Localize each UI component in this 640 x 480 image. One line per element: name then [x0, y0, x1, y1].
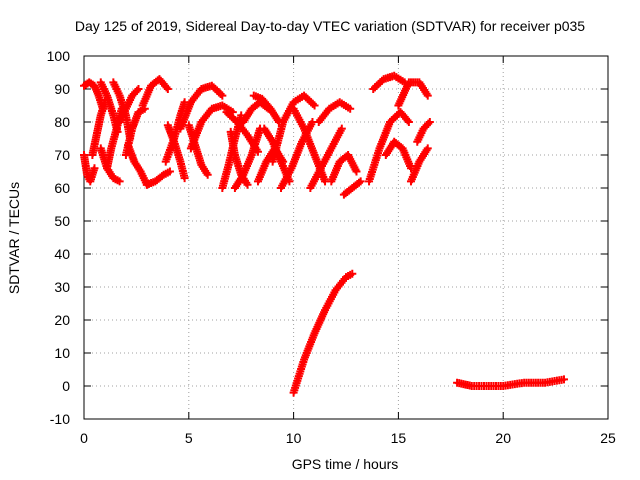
- x-tick-label: 15: [391, 430, 407, 446]
- x-tick-label: 20: [495, 430, 511, 446]
- x-axis-label: GPS time / hours: [291, 456, 399, 472]
- series-arc-h: [115, 85, 143, 126]
- y-tick-label: 80: [54, 114, 70, 130]
- series-arc-ac: [306, 124, 346, 192]
- data-point: [115, 177, 124, 186]
- series-arc-ae: [327, 151, 361, 186]
- data-point: [346, 104, 355, 113]
- series-arc-an: [453, 375, 568, 390]
- y-tick-label: 60: [54, 180, 70, 196]
- series-arc-n: [163, 121, 189, 183]
- y-tick-label: 40: [54, 246, 70, 262]
- y-tick-label: 0: [62, 378, 70, 394]
- data-point: [423, 144, 432, 153]
- data-point: [132, 86, 141, 95]
- series-arc-l: [142, 167, 174, 189]
- data-point: [253, 147, 262, 156]
- series-arc-z: [268, 91, 319, 166]
- y-tick-label: 30: [54, 279, 70, 295]
- series-arc-b: [80, 151, 99, 186]
- x-tick-label: 10: [286, 430, 302, 446]
- data-point: [203, 170, 212, 179]
- series-arc-k: [138, 75, 172, 110]
- data-point: [424, 119, 433, 128]
- data-point: [352, 167, 361, 176]
- data-point: [162, 83, 171, 92]
- y-tick-label: 100: [47, 48, 71, 64]
- x-tick-label: 25: [600, 430, 616, 446]
- data-point: [165, 167, 174, 176]
- series-arc-o: [176, 81, 227, 133]
- series-arc-w: [249, 91, 283, 126]
- chart-title: Day 125 of 2019, Sidereal Day-to-day VTE…: [74, 18, 586, 34]
- series-arc-af: [339, 177, 365, 199]
- series-arc-p: [184, 121, 212, 179]
- data-point: [425, 118, 434, 126]
- series-arc-c: [88, 98, 109, 159]
- data-point: [356, 177, 365, 186]
- data-point: [337, 124, 346, 133]
- data-point: [348, 269, 357, 278]
- series-arc-al: [413, 118, 434, 146]
- series-arc-aj: [394, 78, 432, 110]
- y-tick-label: 70: [54, 147, 70, 163]
- data-point: [403, 116, 412, 125]
- x-tick-label: 5: [185, 430, 193, 446]
- series-arc-ak: [406, 144, 432, 186]
- series-arc-ag: [365, 108, 413, 186]
- data-point: [218, 91, 227, 100]
- series-arc-ah: [369, 71, 409, 93]
- data-point: [163, 85, 172, 93]
- data-point: [310, 101, 319, 110]
- y-tick-label: 90: [54, 81, 70, 97]
- y-tick-label: 10: [54, 345, 70, 361]
- series-arc-am: [289, 269, 357, 397]
- plot-frame: [83, 55, 609, 420]
- data-point: [423, 91, 432, 100]
- y-tick-label: 50: [54, 213, 70, 229]
- series-arc-ai: [381, 137, 415, 173]
- data-point: [180, 174, 189, 183]
- data-point: [243, 180, 252, 189]
- data-point: [134, 85, 143, 93]
- x-tick-label: 0: [80, 430, 88, 446]
- data-point: [404, 118, 413, 126]
- data-point: [559, 375, 568, 384]
- y-tick-label: 20: [54, 312, 70, 328]
- series-arc-u: [230, 124, 265, 192]
- data-point: [90, 164, 99, 173]
- series-arc-ad: [314, 98, 355, 126]
- y-tick-label: -10: [50, 411, 70, 427]
- y-axis-label: SDTVAR / TECUs: [6, 181, 22, 295]
